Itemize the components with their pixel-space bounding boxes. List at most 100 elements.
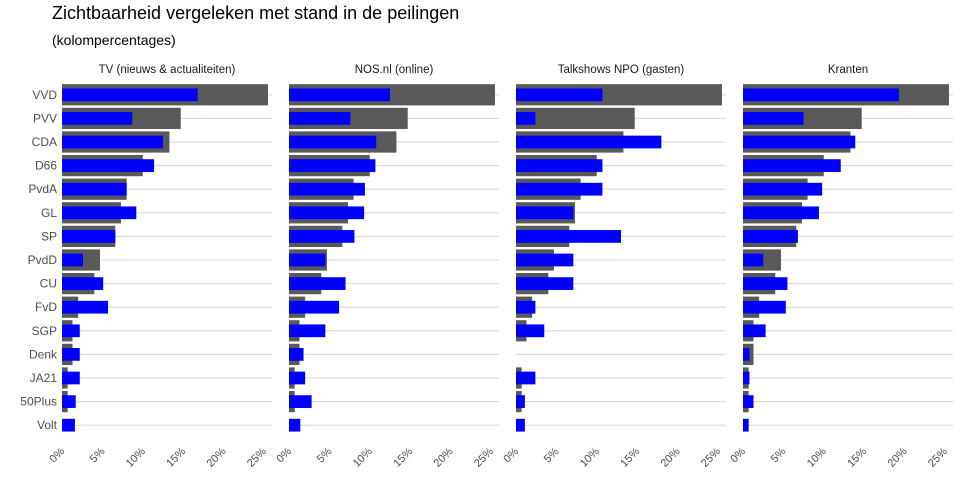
x-tick-label: 10%	[351, 445, 375, 469]
visibility-bar	[62, 277, 104, 290]
visibility-bar	[743, 348, 750, 361]
panel-title: TV (nieuws & actualiteiten)	[99, 64, 236, 76]
visibility-bar	[743, 300, 786, 314]
visibility-bar	[62, 159, 155, 172]
visibility-bar	[516, 88, 603, 102]
y-tick-label: PvdD	[28, 253, 58, 267]
x-tick-label: 15%	[391, 445, 415, 469]
x-tick-label: 15%	[618, 445, 642, 469]
visibility-bar	[743, 88, 899, 102]
x-tick-label: 15%	[164, 445, 188, 469]
visibility-bar	[516, 418, 525, 432]
x-tick-label: 10%	[805, 445, 829, 469]
x-tick-label: 20%	[886, 445, 910, 469]
x-tick-label: 10%	[578, 445, 602, 469]
y-tick-label: D66	[35, 159, 57, 173]
y-tick-label: CDA	[32, 135, 57, 149]
visibility-bar	[516, 253, 574, 267]
visibility-bar	[743, 324, 766, 338]
visibility-bar	[743, 395, 754, 408]
visibility-bar	[743, 159, 841, 172]
visibility-bar	[289, 300, 340, 314]
x-tick-label: 0%	[274, 445, 294, 465]
visibility-bar	[62, 418, 75, 432]
y-tick-label: Volt	[37, 418, 58, 432]
visibility-bar	[743, 112, 804, 125]
x-tick-label: 5%	[769, 445, 789, 465]
visibility-bar	[62, 395, 76, 408]
visibility-bar	[289, 395, 312, 408]
x-tick-label: 5%	[542, 445, 562, 465]
y-tick-label: SP	[41, 229, 57, 243]
visibility-bar	[743, 135, 856, 149]
y-tick-label: SGP	[32, 324, 57, 338]
chart-subtitle: (kolompercentages)	[52, 32, 176, 48]
visibility-bar	[289, 159, 376, 172]
visibility-bar	[743, 253, 764, 267]
visibility-bar	[62, 182, 127, 196]
visibility-bar	[62, 300, 109, 314]
visibility-bar	[289, 324, 326, 338]
visibility-bar	[516, 182, 603, 196]
y-tick-label: 50Plus	[20, 395, 57, 409]
visibility-bar	[62, 253, 83, 267]
y-tick-label: FvD	[35, 300, 57, 314]
x-tick-label: 5%	[315, 445, 335, 465]
visibility-bar	[289, 182, 365, 196]
visibility-bar	[289, 371, 306, 385]
x-tick-label: 20%	[205, 445, 229, 469]
chart-title: Zichtbaarheid vergeleken met stand in de…	[52, 3, 460, 23]
x-tick-label: 5%	[88, 445, 108, 465]
x-tick-label: 25%	[472, 445, 496, 469]
x-tick-label: 0%	[728, 445, 748, 465]
visibility-bar	[743, 418, 749, 432]
visibility-bar	[516, 371, 536, 385]
visibility-bar	[743, 230, 798, 243]
visibility-bar	[516, 159, 603, 172]
y-tick-label: CU	[40, 277, 57, 291]
x-tick-label: 25%	[926, 445, 950, 469]
y-tick-label: Denk	[29, 347, 58, 361]
visibility-bar	[62, 371, 80, 385]
visibility-bar	[516, 277, 574, 290]
visibility-bar	[516, 135, 662, 149]
visibility-bar	[62, 230, 116, 243]
visibility-bar	[516, 324, 545, 338]
y-tick-label: VVD	[32, 88, 57, 102]
visibility-bar	[516, 395, 525, 408]
panel-title: Kranten	[828, 64, 868, 76]
visibility-bar	[743, 371, 750, 385]
visibility-bar	[516, 112, 536, 125]
visibility-bar	[289, 88, 390, 102]
visibility-bar	[289, 418, 301, 432]
y-tick-label: JA21	[30, 371, 58, 385]
x-tick-label: 25%	[699, 445, 723, 469]
panel-title: Talkshows NPO (gasten)	[558, 64, 685, 76]
x-tick-label: 0%	[501, 445, 521, 465]
x-tick-label: 10%	[124, 445, 148, 469]
visibility-bar	[62, 206, 137, 220]
x-tick-label: 15%	[845, 445, 869, 469]
visibility-bar	[289, 277, 346, 290]
x-tick-label: 20%	[432, 445, 456, 469]
y-tick-label: GL	[41, 206, 57, 220]
visibility-bar	[516, 206, 574, 220]
poll-bar	[516, 107, 635, 130]
visibility-bar	[289, 206, 365, 220]
visibility-bar	[289, 253, 326, 267]
visibility-bar	[516, 230, 621, 243]
visibility-bar	[516, 300, 536, 314]
visibility-bar	[62, 88, 198, 102]
x-tick-label: 25%	[245, 445, 269, 469]
visibility-bar	[62, 348, 80, 361]
x-tick-label: 0%	[47, 445, 67, 465]
visibility-bar	[289, 112, 351, 125]
x-tick-label: 20%	[659, 445, 683, 469]
visibility-bar	[289, 135, 377, 149]
visibility-bar	[743, 182, 823, 196]
visibility-bar	[62, 324, 80, 338]
visibility-bar	[289, 230, 355, 243]
visibility-bar	[289, 348, 304, 361]
y-tick-label: PvdA	[28, 182, 57, 196]
